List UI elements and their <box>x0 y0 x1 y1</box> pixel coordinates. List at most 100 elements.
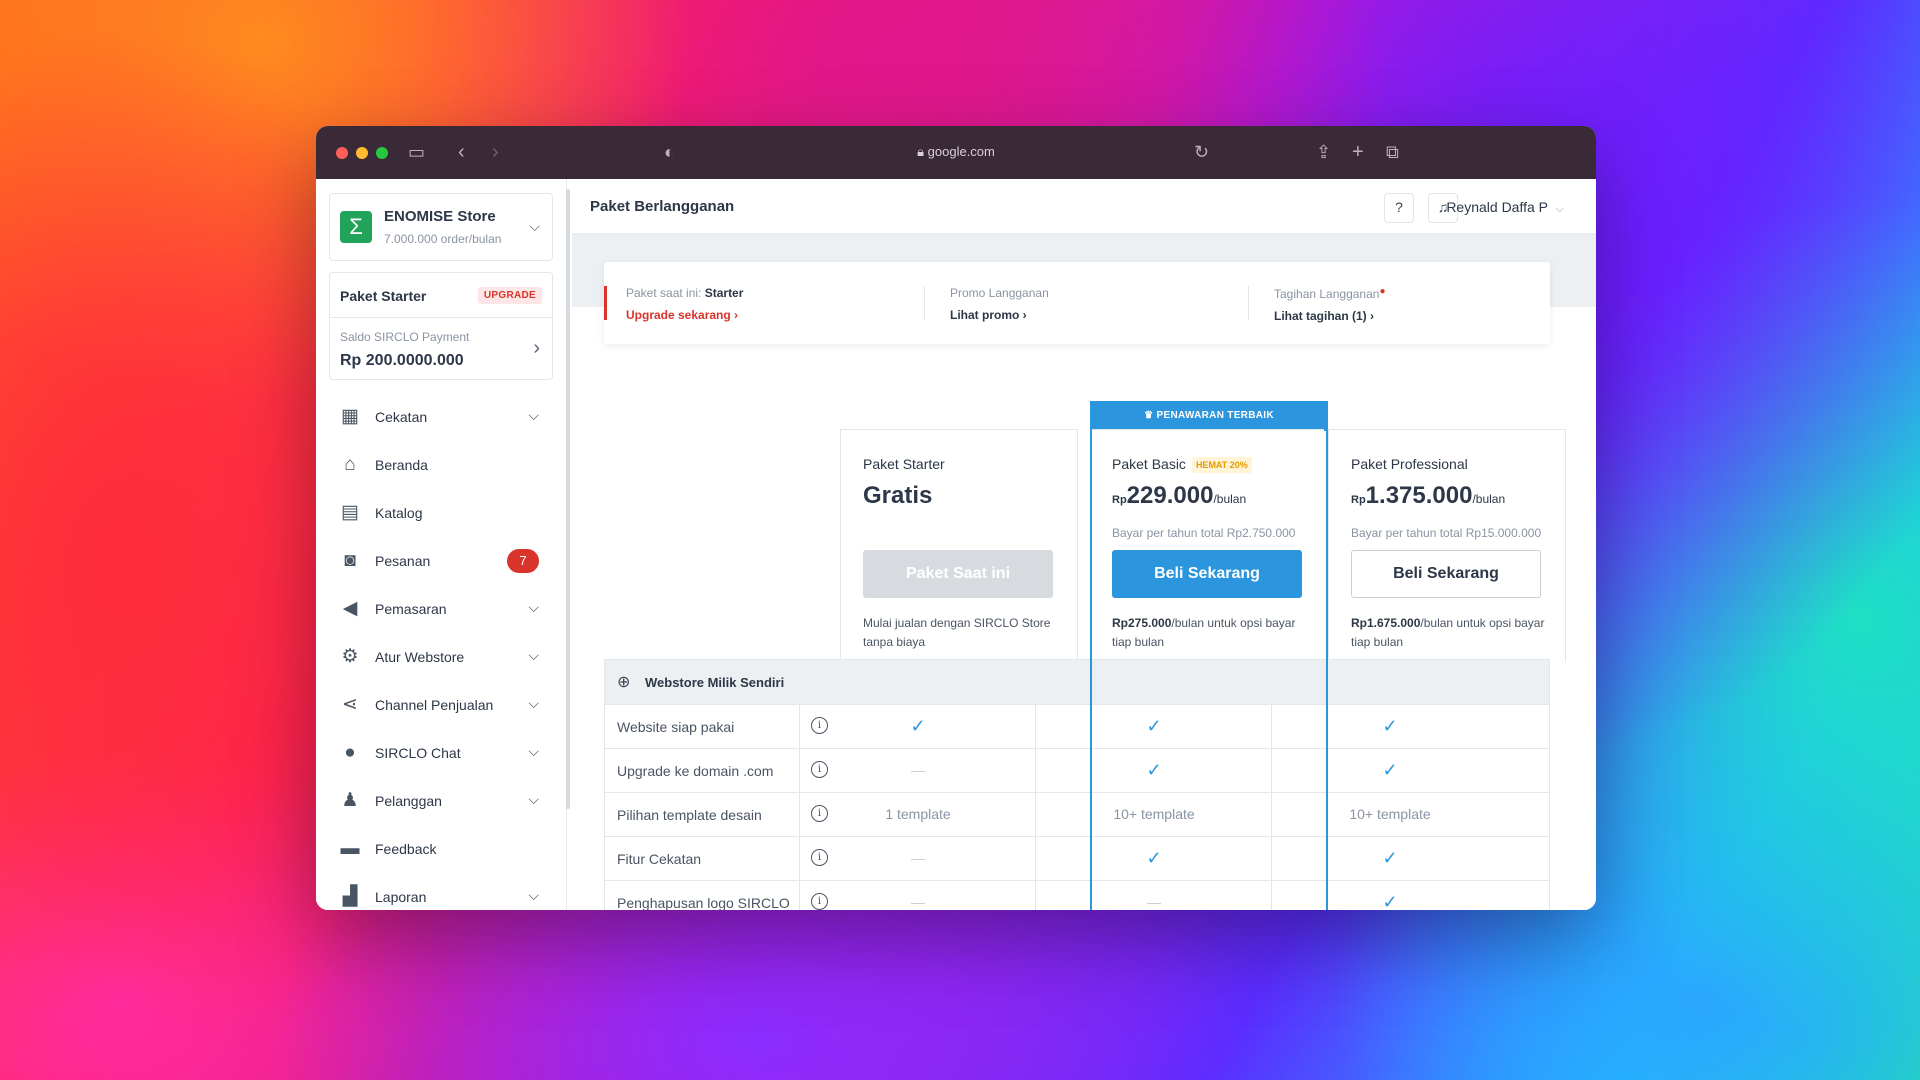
megaphone-icon: ◀ <box>342 598 358 619</box>
promo-label: Promo Langganan <box>950 286 1049 300</box>
feature-value: 10+ template <box>1271 793 1508 836</box>
share-icon[interactable]: ⇪ <box>1316 142 1332 162</box>
yearly-total: Bayar per tahun total Rp2.750.000 <box>1112 526 1296 540</box>
current-plan-value: Starter <box>704 286 744 300</box>
close-window-button[interactable] <box>336 147 348 159</box>
table-row: Penghapusan logo SIRCLO i — — ✓ <box>604 881 1550 910</box>
zoom-window-button[interactable] <box>376 147 388 159</box>
info-icon[interactable]: i <box>811 717 828 734</box>
saldo-label: Saldo SIRCLO Payment <box>340 330 470 344</box>
feature-label: Fitur Cekatan <box>617 851 702 867</box>
sidebar-scrollbar[interactable] <box>566 189 570 809</box>
see-bill-link[interactable]: Lihat tagihan (1) › <box>1274 309 1375 323</box>
info-icon[interactable]: i <box>811 761 828 778</box>
best-offer-banner: ♛ PENAWARAN TERBAIK <box>1090 401 1328 431</box>
see-bill-text: Lihat tagihan (1) <box>1274 309 1367 323</box>
feature-rows: Website siap pakai i ✓ ✓ ✓ Upgrade ke domain … <box>604 705 1550 910</box>
sidebar-toggle-icon[interactable]: ▭ <box>408 142 426 162</box>
chevron-right-icon[interactable]: › <box>533 337 540 359</box>
user-menu[interactable]: Reynald Daffa P ⌵ <box>1446 199 1564 216</box>
current-plan-info: Paket saat ini: Starter Upgrade sekarang… <box>626 286 743 322</box>
feature-value: 1 template <box>799 793 1036 836</box>
sidebar-item-label: Channel Penjualan <box>375 697 494 713</box>
store-switcher[interactable]: Σ ENOMISE Store 7.000.000 order/bulan ⌵ <box>329 193 553 261</box>
address-bar[interactable]: 🔒︎ google.com <box>316 144 1596 160</box>
layout-icon: ▦ <box>341 406 359 427</box>
sidebar-item-pesanan[interactable]: ◙ Pesanan 7 <box>329 537 551 585</box>
plan-price-row: Rp229.000/bulan <box>1112 482 1246 510</box>
currency: Rp <box>1351 494 1366 506</box>
saldo-value: Rp 200.0000.000 <box>340 352 464 369</box>
sidebar-item-pelanggan[interactable]: ♟ Pelanggan ⌵ <box>329 777 551 825</box>
feature-table: ⊕ Webstore Milik Sendiri Website siap pa… <box>604 659 1550 910</box>
sidebar-item-sirclo-chat[interactable]: ● SIRCLO Chat ⌵ <box>329 729 551 777</box>
bell-icon[interactable]: ♫ <box>1428 193 1458 223</box>
feedback-icon: ▬ <box>340 838 360 859</box>
bag-icon: ◙ <box>344 550 356 571</box>
sidebar-item-channel-penjualan[interactable]: ⋖ Channel Penjualan ⌵ <box>329 681 551 729</box>
info-icon[interactable]: i <box>811 893 828 910</box>
sidebar-item-atur-webstore[interactable]: ⚙ Atur Webstore ⌵ <box>329 633 551 681</box>
dash-icon: — <box>1035 881 1272 910</box>
feature-label: Website siap pakai <box>617 719 735 735</box>
store-subtitle: 7.000.000 order/bulan <box>384 232 502 246</box>
monthly-price-text: /bulan untuk opsi bayar tiap bulan <box>1112 616 1296 649</box>
buy-basic-button[interactable]: Beli Sekarang <box>1112 550 1302 598</box>
billing-info: Tagihan Langganan● Lihat tagihan (1) › <box>1274 286 1385 323</box>
sidebar-item-laporan[interactable]: ▟ Laporan ⌵ <box>329 873 551 910</box>
sidebar-item-label: Cekatan <box>375 409 428 425</box>
dash-icon: — <box>799 749 1036 792</box>
check-icon: ✓ <box>1271 705 1508 748</box>
info-icon[interactable]: i <box>811 849 828 866</box>
plan-column-professional: Paket Professional Rp1.375.000/bulan Bay… <box>1328 429 1566 662</box>
tabs-overview-icon[interactable]: ⧉ <box>1386 142 1399 162</box>
page-content: Σ ENOMISE Store 7.000.000 order/bulan ⌵ … <box>316 179 1596 910</box>
buy-professional-button[interactable]: Beli Sekarang <box>1351 550 1541 598</box>
check-icon: ✓ <box>1271 837 1508 880</box>
sidebar-item-beranda[interactable]: ⌂ Beranda <box>329 441 551 489</box>
sidebar-item-feedback[interactable]: ▬ Feedback <box>329 825 551 873</box>
plan-name: Paket Basic <box>1112 456 1186 472</box>
feature-label: Pilihan template desain <box>617 807 762 823</box>
help-icon[interactable]: ? <box>1384 193 1414 223</box>
plan-column-basic: Paket Basic HEMAT 20% Rp229.000/bulan Bay… <box>1090 429 1324 662</box>
currency: Rp <box>1112 494 1127 506</box>
table-row: Fitur Cekatan i — ✓ ✓ <box>604 837 1550 881</box>
plan-price: Gratis <box>863 482 933 509</box>
sidebar-item-cekatan[interactable]: ▦ Cekatan ⌵ <box>329 393 551 441</box>
price-period: /bulan <box>1213 492 1247 506</box>
chevron-down-icon: ⌵ <box>528 599 539 615</box>
chevron-down-icon: ⌵ <box>528 407 539 423</box>
check-icon: ✓ <box>1035 749 1272 792</box>
browser-window: ▭ ‹ › ◐ 🔒︎ google.com ↻ ⇪ + ⧉ Σ ENOMISE … <box>316 126 1596 910</box>
notification-dot-icon: ● <box>1379 286 1386 297</box>
see-promo-text: Lihat promo <box>950 308 1020 322</box>
forward-icon[interactable]: › <box>492 141 499 163</box>
sidebar-item-pemasaran[interactable]: ◀ Pemasaran ⌵ <box>329 585 551 633</box>
chevron-down-icon: ⌵ <box>528 791 539 807</box>
monthly-price: Rp1.675.000 <box>1351 616 1421 630</box>
see-promo-link[interactable]: Lihat promo › <box>950 308 1027 322</box>
plan-column-starter: Paket Starter Gratis Paket Saat ini Mula… <box>840 429 1078 662</box>
discount-badge: HEMAT 20% <box>1191 457 1252 473</box>
new-tab-icon[interactable]: + <box>1352 141 1364 163</box>
reload-icon[interactable]: ↻ <box>1194 142 1210 162</box>
upgrade-now-link[interactable]: Upgrade sekarang › <box>626 308 739 322</box>
chevron-down-icon: ⌵ <box>1555 203 1564 215</box>
plan-price: 1.375.000 <box>1365 482 1473 509</box>
sidebar-item-label: SIRCLO Chat <box>375 745 461 761</box>
dash-icon: — <box>799 881 1036 910</box>
sidebar-item-label: Katalog <box>375 505 423 521</box>
gear-icon: ⚙ <box>341 646 359 667</box>
divider <box>924 286 925 320</box>
top-bar: Paket Berlangganan ? ♫ Reynald Daffa P ⌵ <box>572 179 1596 234</box>
upgrade-badge[interactable]: UPGRADE <box>477 287 542 304</box>
back-icon[interactable]: ‹ <box>458 141 465 163</box>
sidebar-item-katalog[interactable]: ▤ Katalog <box>329 489 551 537</box>
shield-icon[interactable]: ◐ <box>664 142 675 162</box>
divider <box>330 317 552 318</box>
monthly-price-text: /bulan untuk opsi bayar tiap bulan <box>1351 616 1545 649</box>
minimize-window-button[interactable] <box>356 147 368 159</box>
info-icon[interactable]: i <box>811 805 828 822</box>
monthly-price: Rp275.000 <box>1112 616 1172 630</box>
